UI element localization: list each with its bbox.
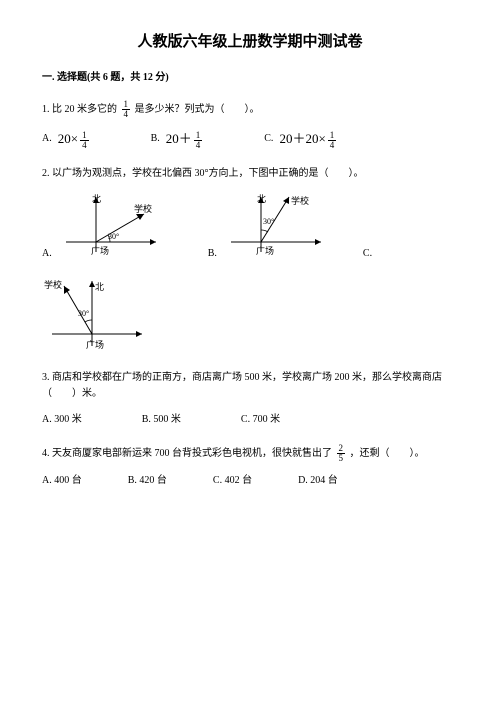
choice-label: C.: [264, 131, 273, 147]
place-label: 广场: [256, 245, 274, 256]
q1-choice-b: B. 20＋14: [151, 129, 205, 150]
choice-label: A.: [42, 131, 52, 147]
q4-text: 4. 天友商厦家电部新运来 700 台背投式彩色电视机，很快就售出了 2 5 ，…: [42, 444, 458, 463]
school-label: 学校: [291, 195, 309, 206]
choice-label: C.: [363, 246, 372, 262]
q1-expr-a: 20×14: [58, 129, 91, 150]
choice-label: A.: [42, 246, 52, 262]
expr-text: 20＋20×: [279, 131, 325, 146]
question-2: 2. 以广场为观测点，学校在北偏西 30°方向上，下图中正确的是（ ）。 A. …: [42, 166, 458, 356]
compass-diagram-b: 北 学校 30° 广场: [221, 192, 331, 262]
q1-choice-c: C. 20＋20×14: [264, 129, 338, 150]
question-3: 3. 商店和学校都在广场的正南方，商店离广场 500 米，学校离广场 200 米…: [42, 370, 458, 428]
expr-text: 20×: [58, 131, 78, 146]
q1-choices: A. 20×14 B. 20＋14 C. 20＋20×14: [42, 129, 458, 150]
q1-text: 1. 比 20 米多它的 1 4 是多少米？列式为（ ）。: [42, 100, 458, 119]
q4-choice-b: B. 420 台: [128, 473, 167, 489]
q1-frac: 1 4: [122, 100, 131, 119]
page-title: 人教版六年级上册数学期中测试卷: [42, 30, 458, 54]
place-label: 广场: [91, 245, 109, 256]
frac-den: 4: [194, 141, 203, 150]
frac: 14: [328, 131, 337, 150]
compass-diagram-a: 北 学校 30° 广场: [56, 192, 166, 262]
q4-choices: A. 400 台 B. 420 台 C. 402 台 D. 204 台: [42, 473, 458, 489]
q3-choice-c: C. 700 米: [241, 412, 280, 428]
q2-diagrams-row2: 北 学校 30° 广场: [42, 276, 458, 356]
question-1: 1. 比 20 米多它的 1 4 是多少米？列式为（ ）。 A. 20×14 B…: [42, 100, 458, 150]
q4-frac: 2 5: [337, 444, 346, 463]
expr-text: 20＋: [166, 131, 192, 146]
frac-den: 5: [337, 454, 346, 463]
frac-den: 4: [80, 141, 89, 150]
frac-den: 4: [122, 110, 131, 119]
q1-expr-b: 20＋14: [166, 129, 205, 150]
q1-expr-c: 20＋20×14: [279, 129, 338, 150]
q1-text-a: 1. 比 20 米多它的: [42, 104, 117, 115]
q1-text-b: 是多少米？列式为（ ）。: [135, 104, 260, 115]
north-label: 北: [95, 282, 104, 292]
q4-text-a: 4. 天友商厦家电部新运来 700 台背投式彩色电视机，很快就售出了: [42, 448, 332, 459]
q3-choice-b: B. 500 米: [142, 412, 181, 428]
school-label: 学校: [134, 203, 152, 214]
choice-label: B.: [208, 246, 217, 262]
choice-label: B.: [151, 131, 160, 147]
section-heading: 一. 选择题(共 6 题，共 12 分): [42, 70, 458, 86]
angle-label: 30°: [108, 232, 119, 241]
frac: 14: [80, 131, 89, 150]
q3-choices: A. 300 米 B. 500 米 C. 700 米: [42, 412, 458, 428]
compass-diagram-c: 北 学校 30° 广场: [42, 276, 152, 356]
q2-diagrams-row1: A. 北 学校 30° 广场 B.: [42, 192, 458, 262]
q2-diag-a: A. 北 学校 30° 广场: [42, 192, 166, 262]
q1-choice-a: A. 20×14: [42, 129, 91, 150]
q4-choice-c: C. 402 台: [213, 473, 252, 489]
q4-text-b: ，还剩（ ）。: [350, 448, 425, 459]
north-label: 北: [92, 194, 101, 204]
school-label: 学校: [44, 279, 62, 290]
q4-choice-a: A. 400 台: [42, 473, 82, 489]
q2-text: 2. 以广场为观测点，学校在北偏西 30°方向上，下图中正确的是（ ）。: [42, 166, 458, 182]
north-label: 北: [257, 194, 266, 204]
angle-label: 30°: [263, 217, 274, 226]
place-label: 广场: [86, 339, 104, 350]
q2-diag-b: B. 北 学校 30° 广场: [208, 192, 331, 262]
angle-label: 30°: [78, 309, 89, 318]
frac: 14: [194, 131, 203, 150]
q4-choice-d: D. 204 台: [298, 473, 338, 489]
q3-choice-a: A. 300 米: [42, 412, 82, 428]
q3-text: 3. 商店和学校都在广场的正南方，商店离广场 500 米，学校离广场 200 米…: [42, 370, 458, 402]
question-4: 4. 天友商厦家电部新运来 700 台背投式彩色电视机，很快就售出了 2 5 ，…: [42, 444, 458, 489]
frac-den: 4: [328, 141, 337, 150]
